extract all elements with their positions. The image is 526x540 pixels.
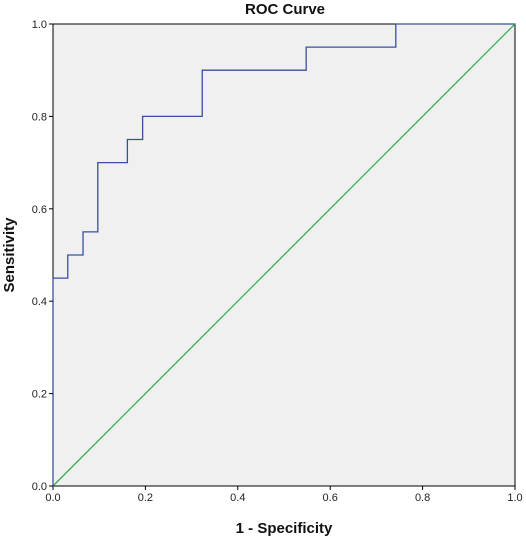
y-tick-label: 0.0 bbox=[32, 481, 47, 493]
y-tick-label: 0.4 bbox=[32, 296, 47, 308]
tick-layer: 0.0 0.2 0.4 0.6 0.8 1.0 0.0 0.2 0.4 0.6 0.8 1.0 bbox=[32, 19, 523, 504]
y-tick-label: 0.2 bbox=[32, 389, 47, 401]
series-layer bbox=[52, 23, 516, 487]
x-tick-label: 0.2 bbox=[138, 492, 153, 504]
x-tick-label: 0.8 bbox=[415, 492, 430, 504]
x-axis-label: 1 - Specificity bbox=[236, 520, 333, 537]
y-tick-label: 0.6 bbox=[32, 204, 47, 216]
reference-diagonal-line bbox=[52, 23, 516, 487]
roc-curve-line bbox=[52, 23, 515, 486]
chart-title: ROC Curve bbox=[245, 1, 325, 18]
y-tick-label: 1.0 bbox=[32, 19, 47, 31]
x-tick-label: 0.6 bbox=[323, 492, 338, 504]
y-tick-label: 0.8 bbox=[32, 111, 47, 123]
y-axis-label: Sensitivity bbox=[1, 217, 18, 293]
x-tick-label: 0.0 bbox=[45, 492, 60, 504]
x-tick-label: 0.4 bbox=[230, 492, 245, 504]
x-tick-label: 1.0 bbox=[507, 492, 522, 504]
